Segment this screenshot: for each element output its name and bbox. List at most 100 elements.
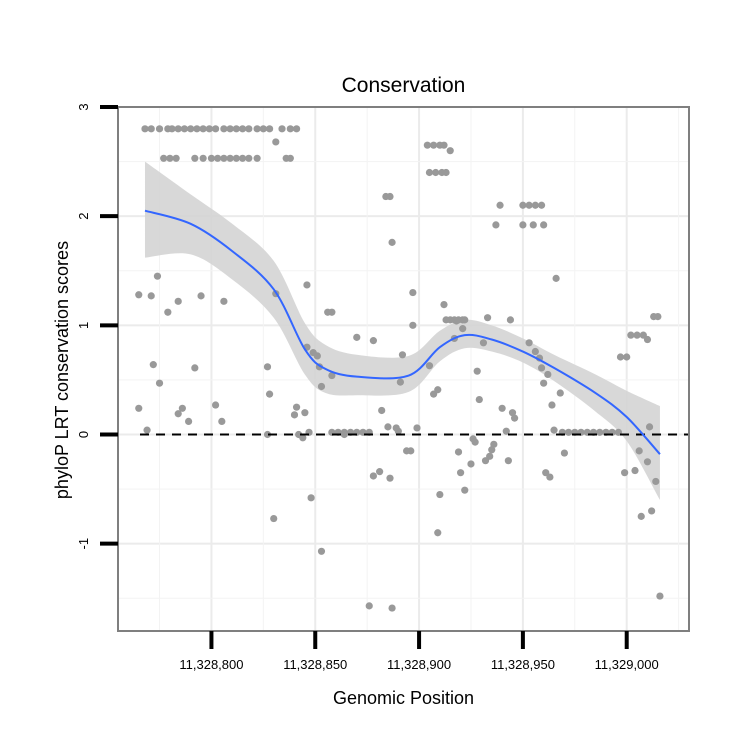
data-point-198 bbox=[652, 477, 660, 486]
data-point-194 bbox=[645, 423, 654, 431]
data-point-193 bbox=[643, 458, 652, 466]
data-point-28 bbox=[207, 154, 216, 162]
axes-layer: 11,328,800 11,328,850 11,328,900 11,328,950… bbox=[76, 103, 659, 672]
data-point-54 bbox=[537, 201, 546, 209]
data-point-49 bbox=[386, 192, 394, 201]
y-tick-label-3: 0 bbox=[76, 431, 91, 438]
data-point-172 bbox=[560, 449, 569, 457]
data-point-151 bbox=[488, 446, 496, 454]
data-point-130 bbox=[440, 300, 448, 309]
data-point-84 bbox=[270, 514, 278, 523]
data-point-171 bbox=[556, 389, 564, 397]
data-point-56 bbox=[519, 221, 527, 229]
data-point-170 bbox=[552, 274, 560, 282]
data-point-47 bbox=[442, 168, 450, 177]
data-point-34 bbox=[245, 154, 253, 162]
data-point-33 bbox=[238, 154, 247, 162]
data-point-128 bbox=[434, 529, 442, 537]
data-point-121 bbox=[407, 447, 415, 455]
data-point-21 bbox=[286, 125, 294, 133]
data-point-18 bbox=[259, 125, 267, 133]
data-point-31 bbox=[226, 154, 234, 162]
data-point-9 bbox=[199, 125, 207, 133]
data-point-29 bbox=[214, 154, 222, 162]
data-point-147 bbox=[475, 395, 483, 404]
data-point-74 bbox=[135, 404, 143, 412]
data-point-111 bbox=[376, 468, 384, 476]
confidence-ribbon bbox=[144, 161, 660, 500]
data-point-117 bbox=[394, 427, 402, 435]
data-point-187 bbox=[633, 331, 641, 339]
data-point-39 bbox=[423, 141, 431, 149]
data-point-50 bbox=[496, 201, 504, 209]
x-tick-label-1: 11,328,850 bbox=[283, 657, 347, 672]
data-point-142 bbox=[461, 486, 469, 494]
data-point-93 bbox=[317, 547, 326, 555]
data-point-184 bbox=[623, 353, 631, 361]
data-point-161 bbox=[531, 347, 539, 356]
data-point-156 bbox=[504, 457, 512, 465]
data-point-159 bbox=[510, 414, 519, 422]
data-point-155 bbox=[502, 427, 510, 435]
data-point-82 bbox=[265, 390, 274, 398]
data-point-118 bbox=[396, 378, 404, 386]
data-point-62 bbox=[153, 272, 162, 280]
data-point-148 bbox=[479, 339, 488, 347]
data-point-5 bbox=[174, 125, 182, 133]
data-point-30 bbox=[220, 154, 228, 162]
data-point-145 bbox=[471, 438, 479, 446]
data-point-35 bbox=[253, 154, 261, 162]
data-point-58 bbox=[540, 221, 548, 229]
data-point-7 bbox=[187, 125, 195, 133]
data-point-42 bbox=[440, 141, 448, 149]
data-point-127 bbox=[434, 386, 442, 394]
data-point-78 bbox=[185, 417, 193, 425]
data-point-112 bbox=[378, 406, 386, 415]
data-point-106 bbox=[340, 430, 348, 439]
x-tick-label-4: 11,329,000 bbox=[595, 657, 659, 672]
y-tick-label-4: -1 bbox=[76, 538, 91, 550]
data-point-109 bbox=[369, 337, 377, 345]
data-point-87 bbox=[313, 352, 321, 360]
data-point-186 bbox=[627, 331, 635, 339]
chart-title: Conservation bbox=[342, 74, 466, 97]
data-point-51 bbox=[519, 201, 527, 209]
y-tick-label-1: 2 bbox=[76, 213, 91, 220]
data-point-166 bbox=[548, 401, 556, 409]
data-point-64 bbox=[174, 297, 182, 305]
data-point-150 bbox=[486, 452, 494, 460]
data-point-158 bbox=[508, 409, 517, 417]
data-point-63 bbox=[164, 308, 172, 316]
data-point-15 bbox=[238, 125, 247, 133]
y-tick-label-0: 3 bbox=[76, 103, 91, 110]
data-point-92 bbox=[307, 494, 315, 502]
data-point-98 bbox=[299, 434, 307, 442]
data-point-71 bbox=[328, 308, 336, 316]
data-point-81 bbox=[263, 363, 272, 371]
data-point-43 bbox=[446, 147, 454, 155]
data-point-185 bbox=[621, 469, 629, 477]
data-point-138 bbox=[459, 325, 467, 333]
data-point-52 bbox=[525, 201, 533, 209]
data-point-122 bbox=[409, 288, 417, 297]
data-point-174 bbox=[564, 428, 573, 436]
data-point-25 bbox=[172, 154, 180, 162]
x-tick-label-2: 11,328,900 bbox=[387, 657, 451, 672]
data-point-140 bbox=[454, 448, 463, 456]
data-point-189 bbox=[643, 335, 652, 344]
data-point-75 bbox=[143, 426, 151, 434]
data-point-164 bbox=[540, 379, 548, 387]
data-point-72 bbox=[149, 361, 157, 369]
data-point-192 bbox=[637, 512, 645, 520]
data-point-79 bbox=[211, 401, 220, 409]
data-point-26 bbox=[191, 154, 199, 162]
data-point-110 bbox=[369, 472, 377, 480]
data-point-152 bbox=[490, 440, 498, 448]
smooth-line-layer bbox=[144, 209, 661, 455]
data-point-119 bbox=[398, 351, 407, 359]
data-point-124 bbox=[413, 424, 421, 432]
data-point-32 bbox=[232, 154, 240, 162]
data-point-94 bbox=[301, 409, 309, 417]
data-point-125 bbox=[425, 362, 434, 370]
data-point-67 bbox=[220, 297, 228, 305]
